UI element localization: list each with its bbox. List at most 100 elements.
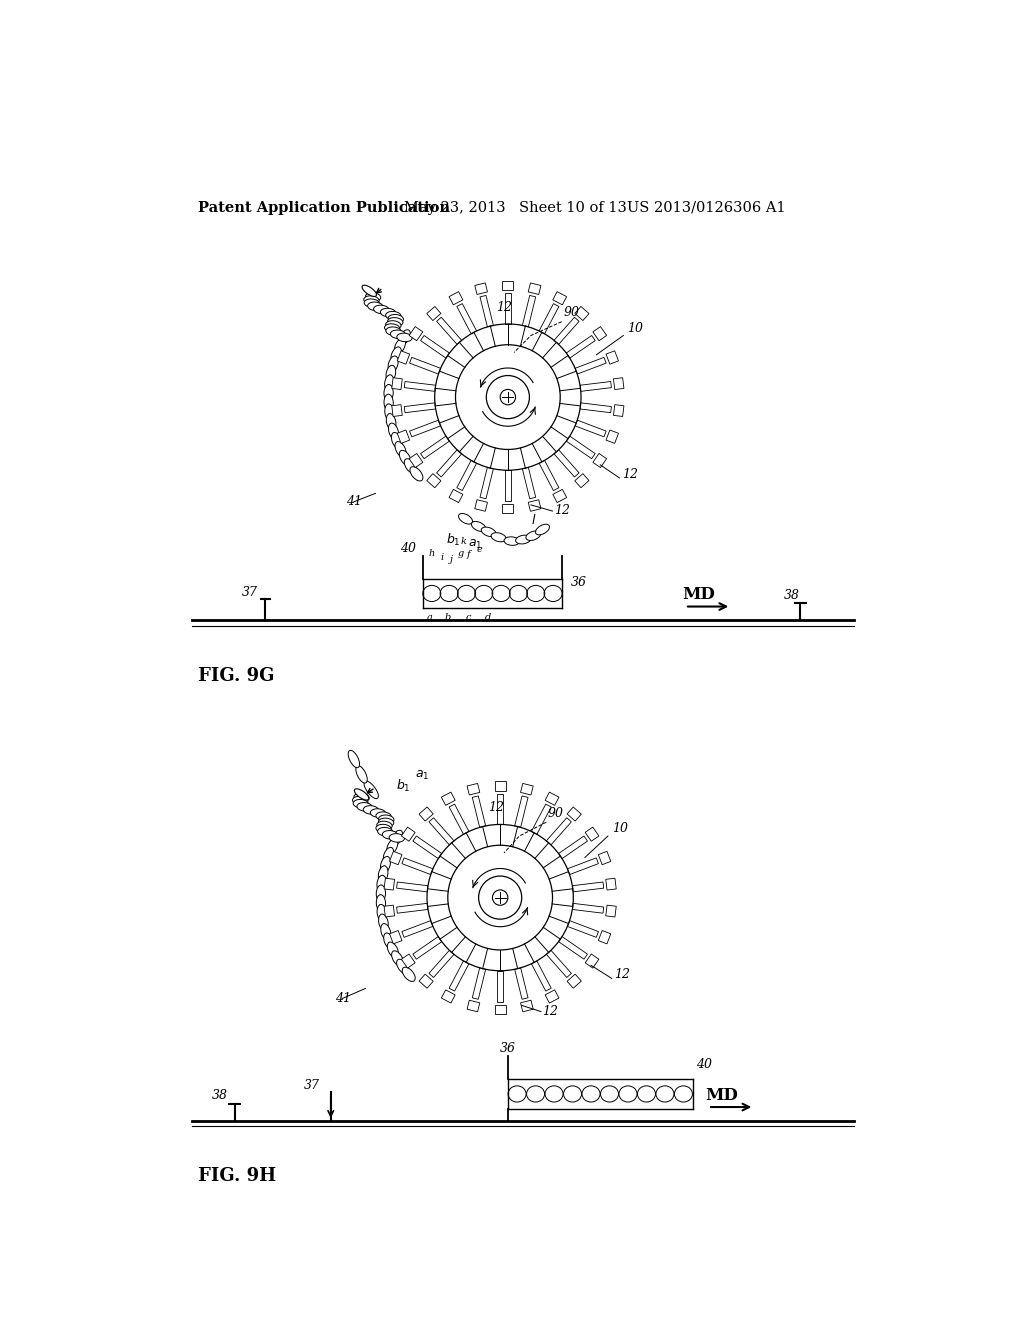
Ellipse shape [353, 800, 369, 808]
Polygon shape [427, 306, 441, 321]
Polygon shape [531, 961, 551, 991]
Ellipse shape [399, 450, 411, 466]
Ellipse shape [471, 521, 485, 532]
Polygon shape [606, 430, 618, 444]
Text: c: c [466, 612, 471, 622]
Text: 90: 90 [563, 306, 580, 319]
Polygon shape [545, 792, 559, 805]
Ellipse shape [380, 309, 395, 317]
Text: 12: 12 [554, 504, 570, 517]
Text: j: j [451, 554, 453, 564]
Text: 37: 37 [243, 586, 258, 599]
Ellipse shape [379, 913, 388, 931]
Ellipse shape [385, 323, 399, 333]
Ellipse shape [386, 321, 401, 329]
Text: 12: 12 [622, 469, 638, 480]
Ellipse shape [387, 838, 397, 854]
Ellipse shape [357, 803, 373, 810]
Polygon shape [497, 793, 503, 825]
Polygon shape [475, 282, 487, 294]
Polygon shape [539, 304, 559, 334]
Polygon shape [554, 317, 580, 345]
Ellipse shape [377, 821, 392, 830]
Polygon shape [495, 781, 506, 791]
Polygon shape [401, 920, 433, 937]
Text: 38: 38 [211, 1089, 227, 1102]
Polygon shape [450, 804, 469, 834]
Ellipse shape [388, 314, 403, 323]
Polygon shape [397, 430, 410, 444]
Polygon shape [574, 474, 589, 487]
Ellipse shape [390, 330, 406, 339]
Ellipse shape [374, 305, 389, 314]
Polygon shape [401, 828, 415, 841]
Text: i: i [441, 553, 444, 561]
Ellipse shape [376, 824, 391, 833]
Text: 10: 10 [628, 322, 643, 335]
Text: US 2013/0126306 A1: US 2013/0126306 A1 [628, 201, 785, 215]
Polygon shape [503, 504, 513, 513]
Text: b: b [444, 612, 451, 622]
Polygon shape [389, 851, 402, 865]
Polygon shape [392, 378, 402, 389]
Polygon shape [480, 467, 494, 499]
Polygon shape [401, 858, 433, 875]
Polygon shape [575, 420, 606, 437]
Polygon shape [528, 500, 541, 511]
Ellipse shape [398, 330, 411, 345]
Ellipse shape [356, 766, 368, 783]
Ellipse shape [381, 924, 391, 940]
Ellipse shape [395, 442, 407, 457]
Polygon shape [522, 467, 536, 499]
Ellipse shape [385, 375, 394, 392]
Ellipse shape [382, 830, 397, 840]
Polygon shape [457, 461, 476, 491]
Text: $l$: $l$ [531, 513, 537, 527]
Polygon shape [441, 792, 456, 805]
Ellipse shape [364, 296, 379, 305]
Polygon shape [572, 882, 604, 892]
Text: 41: 41 [335, 991, 350, 1005]
Polygon shape [613, 405, 624, 417]
Ellipse shape [410, 467, 423, 480]
Ellipse shape [365, 298, 380, 308]
Polygon shape [585, 828, 599, 841]
Polygon shape [429, 950, 454, 977]
Ellipse shape [384, 395, 393, 411]
Text: e: e [477, 545, 482, 554]
Ellipse shape [481, 527, 496, 537]
Polygon shape [419, 807, 433, 821]
Polygon shape [593, 326, 606, 341]
Ellipse shape [387, 942, 398, 958]
Ellipse shape [388, 424, 398, 440]
Polygon shape [436, 450, 462, 477]
Polygon shape [545, 990, 559, 1003]
Polygon shape [421, 335, 450, 358]
Polygon shape [522, 296, 536, 327]
Polygon shape [467, 1001, 480, 1012]
Text: a: a [427, 612, 433, 622]
Text: 40: 40 [400, 543, 416, 554]
Ellipse shape [397, 333, 413, 342]
Ellipse shape [504, 537, 519, 545]
Ellipse shape [376, 812, 391, 821]
Text: 38: 38 [783, 589, 800, 602]
Ellipse shape [383, 847, 394, 863]
Text: 12: 12 [496, 301, 512, 314]
Polygon shape [553, 292, 566, 305]
Polygon shape [585, 954, 599, 968]
Ellipse shape [386, 327, 401, 335]
Polygon shape [528, 282, 541, 294]
Text: $b_1$: $b_1$ [396, 777, 411, 793]
Text: 37: 37 [304, 1078, 319, 1092]
Ellipse shape [391, 950, 403, 966]
Ellipse shape [377, 875, 386, 892]
Polygon shape [429, 818, 454, 845]
Polygon shape [567, 807, 582, 821]
Text: 10: 10 [611, 822, 628, 836]
Ellipse shape [354, 789, 369, 800]
Ellipse shape [362, 285, 377, 297]
Polygon shape [421, 436, 450, 458]
Ellipse shape [386, 366, 395, 381]
Polygon shape [559, 937, 588, 960]
